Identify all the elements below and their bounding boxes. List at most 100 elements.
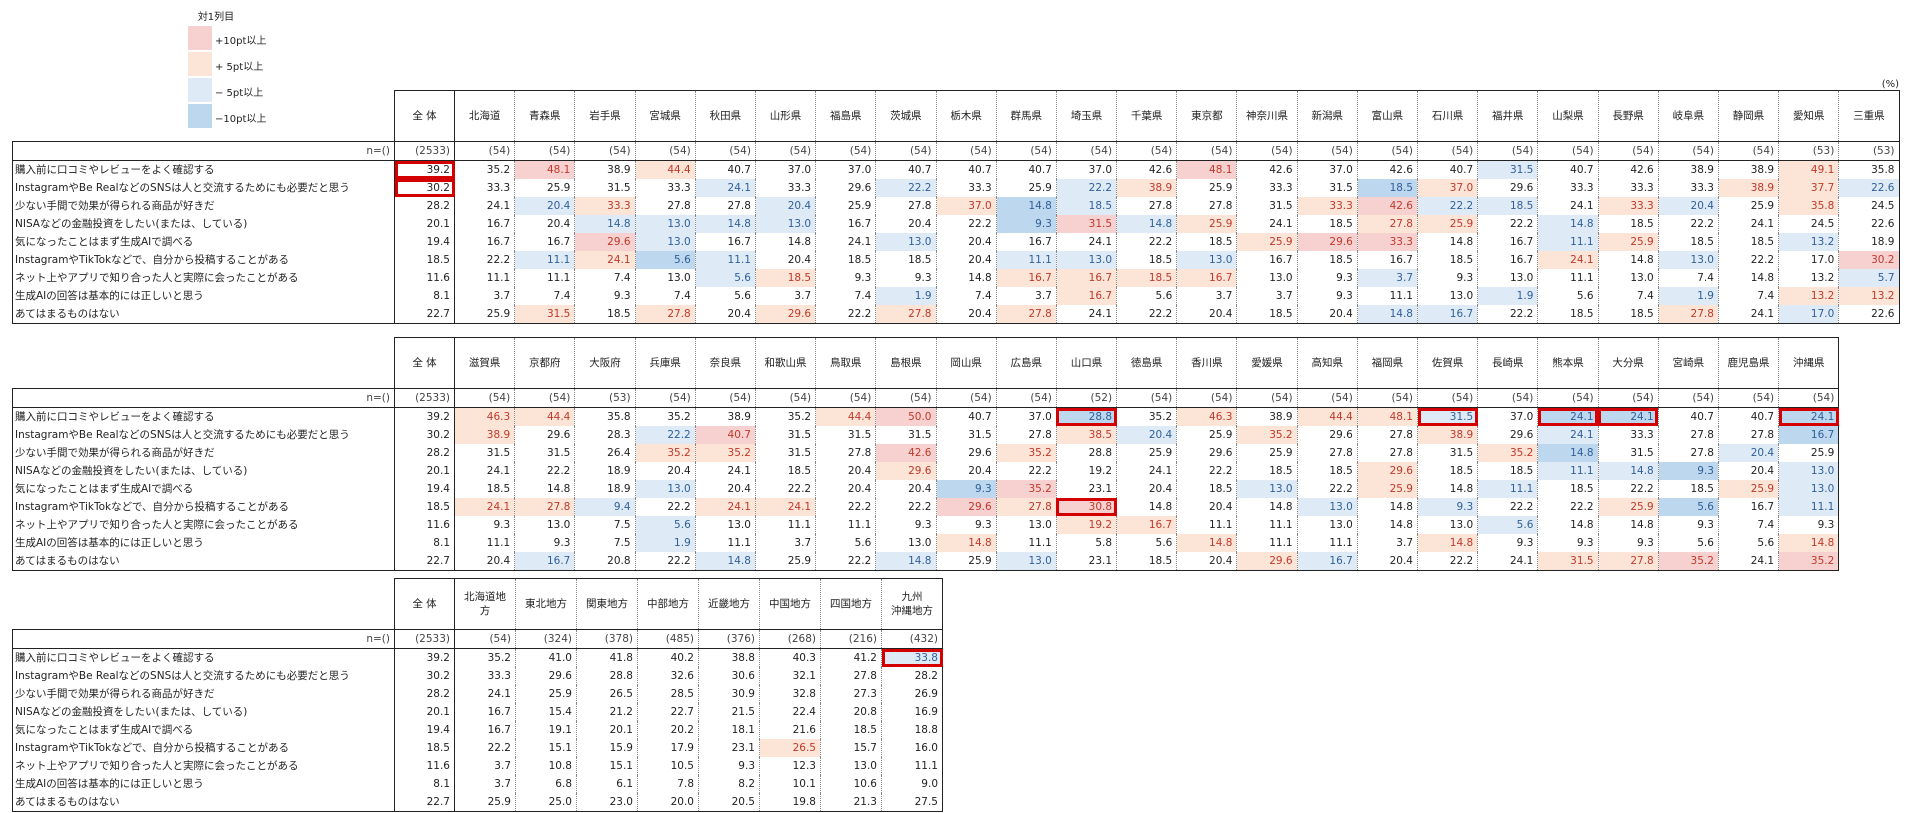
value-cell: 27.3 — [820, 685, 882, 703]
value-cell: 30.6 — [698, 667, 760, 685]
value-cell: 35.8 — [1778, 197, 1839, 215]
value-cell: 16.7 — [995, 233, 1057, 251]
value-cell: 13.0 — [694, 516, 756, 534]
row-label: 気になったことはまず生成AIで調べる — [12, 480, 395, 498]
value-cell: 20.4 — [694, 480, 756, 498]
value-cell: 16.7 — [453, 215, 515, 233]
header-blank — [13, 91, 395, 142]
value-cell: 5.6 — [1657, 534, 1719, 552]
value-cell: 20.4 — [1116, 480, 1177, 498]
value-cell: 27.8 — [514, 498, 575, 516]
legend-swatch — [188, 52, 212, 76]
value-cell: 14.8 — [754, 233, 816, 251]
value-cell: 11.1 — [514, 251, 575, 269]
legend-item: +10pt以上 — [188, 26, 288, 52]
value-cell: 30.2 — [1838, 251, 1900, 269]
value-cell: 11.1 — [514, 269, 575, 287]
value-cell: 29.6 — [1356, 462, 1418, 480]
sample-size-cell: (54) — [1236, 141, 1298, 161]
column-header: 岩手県 — [574, 90, 636, 142]
sample-size-cell: (485) — [637, 629, 699, 649]
column-header: 北海道地方 — [454, 578, 516, 630]
value-cell: 13.0 — [1296, 516, 1358, 534]
value-cell: 35.2 — [454, 648, 516, 667]
sample-size-cell: (54) — [1176, 388, 1237, 408]
row-label: 生成AIの回答は基本的には正しいと思う — [12, 534, 395, 552]
value-cell: 42.6 — [1597, 160, 1659, 179]
value-cell: 18.5 — [394, 739, 455, 757]
value-cell: 25.9 — [1116, 444, 1177, 462]
value-cell: 24.1 — [1537, 251, 1599, 269]
column-header: 近畿地方 — [698, 578, 760, 630]
value-cell: 20.4 — [875, 215, 936, 233]
table-row: 生成AIの回答は基本的には正しいと思う 8.1 3.7 7.4 9.3 7.4 5.6 3.7… — [12, 287, 1900, 305]
value-cell: 27.8 — [875, 197, 936, 215]
value-cell: 3.7 — [754, 287, 816, 305]
legend-label: − 5pt以上 — [215, 88, 264, 99]
sample-size-cell: (54) — [453, 388, 515, 408]
value-cell: 22.4 — [759, 703, 821, 721]
value-cell: 25.9 — [1416, 215, 1478, 233]
value-cell: 27.8 — [1657, 426, 1719, 444]
row-label: 生成AIの回答は基本的には正しいと思う — [12, 775, 395, 793]
value-cell: 21.6 — [759, 721, 821, 739]
sample-size-cell: (54) — [694, 141, 756, 161]
value-cell: 25.9 — [1717, 480, 1779, 498]
value-cell: 19.4 — [394, 480, 455, 498]
value-cell: 27.8 — [1356, 426, 1418, 444]
value-cell: 7.8 — [637, 775, 699, 793]
value-cell: 9.3 — [995, 215, 1057, 233]
value-cell: 24.1 — [1055, 305, 1117, 324]
table-row: InstagramやBe RealなどのSNSは人と交流するためにも必要だと思う… — [12, 667, 943, 685]
value-cell: 38.9 — [574, 160, 636, 179]
value-cell: 11.1 — [453, 534, 515, 552]
value-cell: 31.5 — [1236, 197, 1298, 215]
value-cell: 13.0 — [754, 215, 816, 233]
value-cell: 15.1 — [576, 757, 638, 775]
column-header: 東北地方 — [515, 578, 577, 630]
value-cell: 37.0 — [1416, 179, 1478, 197]
value-cell: 35.2 — [1477, 444, 1538, 462]
value-cell: 11.1 — [1477, 480, 1538, 498]
value-cell: 27.8 — [1657, 444, 1719, 462]
value-cell: 27.8 — [634, 197, 696, 215]
sample-size-cell: (54) — [815, 141, 876, 161]
value-cell: 37.0 — [935, 197, 997, 215]
value-cell: 20.4 — [514, 197, 575, 215]
value-cell: 29.6 — [935, 498, 997, 516]
value-cell: 40.7 — [1657, 407, 1719, 426]
value-cell: 9.3 — [1597, 534, 1659, 552]
value-cell: 20.4 — [1296, 305, 1358, 324]
sample-size-cell: (2533) — [394, 388, 455, 408]
value-cell: 22.2 — [815, 498, 876, 516]
column-header: 三重県 — [1838, 90, 1900, 142]
table-row: InstagramやBe RealなどのSNSは人と交流するためにも必要だと思う… — [12, 426, 1840, 444]
value-cell: 9.3 — [453, 516, 515, 534]
value-cell: 19.4 — [394, 721, 455, 739]
column-header: 奈良県 — [694, 337, 756, 389]
value-cell: 16.7 — [1296, 552, 1358, 571]
value-cell: 7.4 — [1717, 287, 1779, 305]
value-cell: 18.5 — [1116, 552, 1177, 571]
value-cell: 31.5 — [815, 426, 876, 444]
sample-size-cell: (54) — [754, 141, 816, 161]
table-row: ネット上やアプリで知り合った人と実際に会ったことがある 11.6 9.3 13.0 7.… — [12, 516, 1840, 534]
row-label: InstagramやBe RealなどのSNSは人と交流するためにも必要だと思う — [12, 667, 395, 685]
value-cell: 33.3 — [634, 179, 696, 197]
value-cell: 33.8 — [881, 648, 943, 667]
value-cell: 33.3 — [754, 179, 816, 197]
value-cell: 30.2 — [394, 179, 455, 197]
value-cell: 20.4 — [1717, 444, 1779, 462]
value-cell: 16.7 — [454, 703, 516, 721]
value-cell: 33.3 — [1537, 179, 1599, 197]
value-cell: 38.9 — [1236, 407, 1298, 426]
value-cell: 14.8 — [1416, 233, 1478, 251]
value-cell: 24.1 — [1236, 215, 1298, 233]
value-cell: 42.6 — [1236, 160, 1298, 179]
value-cell: 5.7 — [1838, 269, 1900, 287]
row-label: NISAなどの金融投資をしたい(または、している) — [12, 215, 395, 233]
column-header: 青森県 — [514, 90, 575, 142]
value-cell: 13.0 — [1296, 498, 1358, 516]
table-row: 購入前に口コミやレビューをよく確認する 39.2 35.2 48.1 38.9 44.4 4… — [12, 160, 1900, 179]
value-cell: 16.0 — [881, 739, 943, 757]
